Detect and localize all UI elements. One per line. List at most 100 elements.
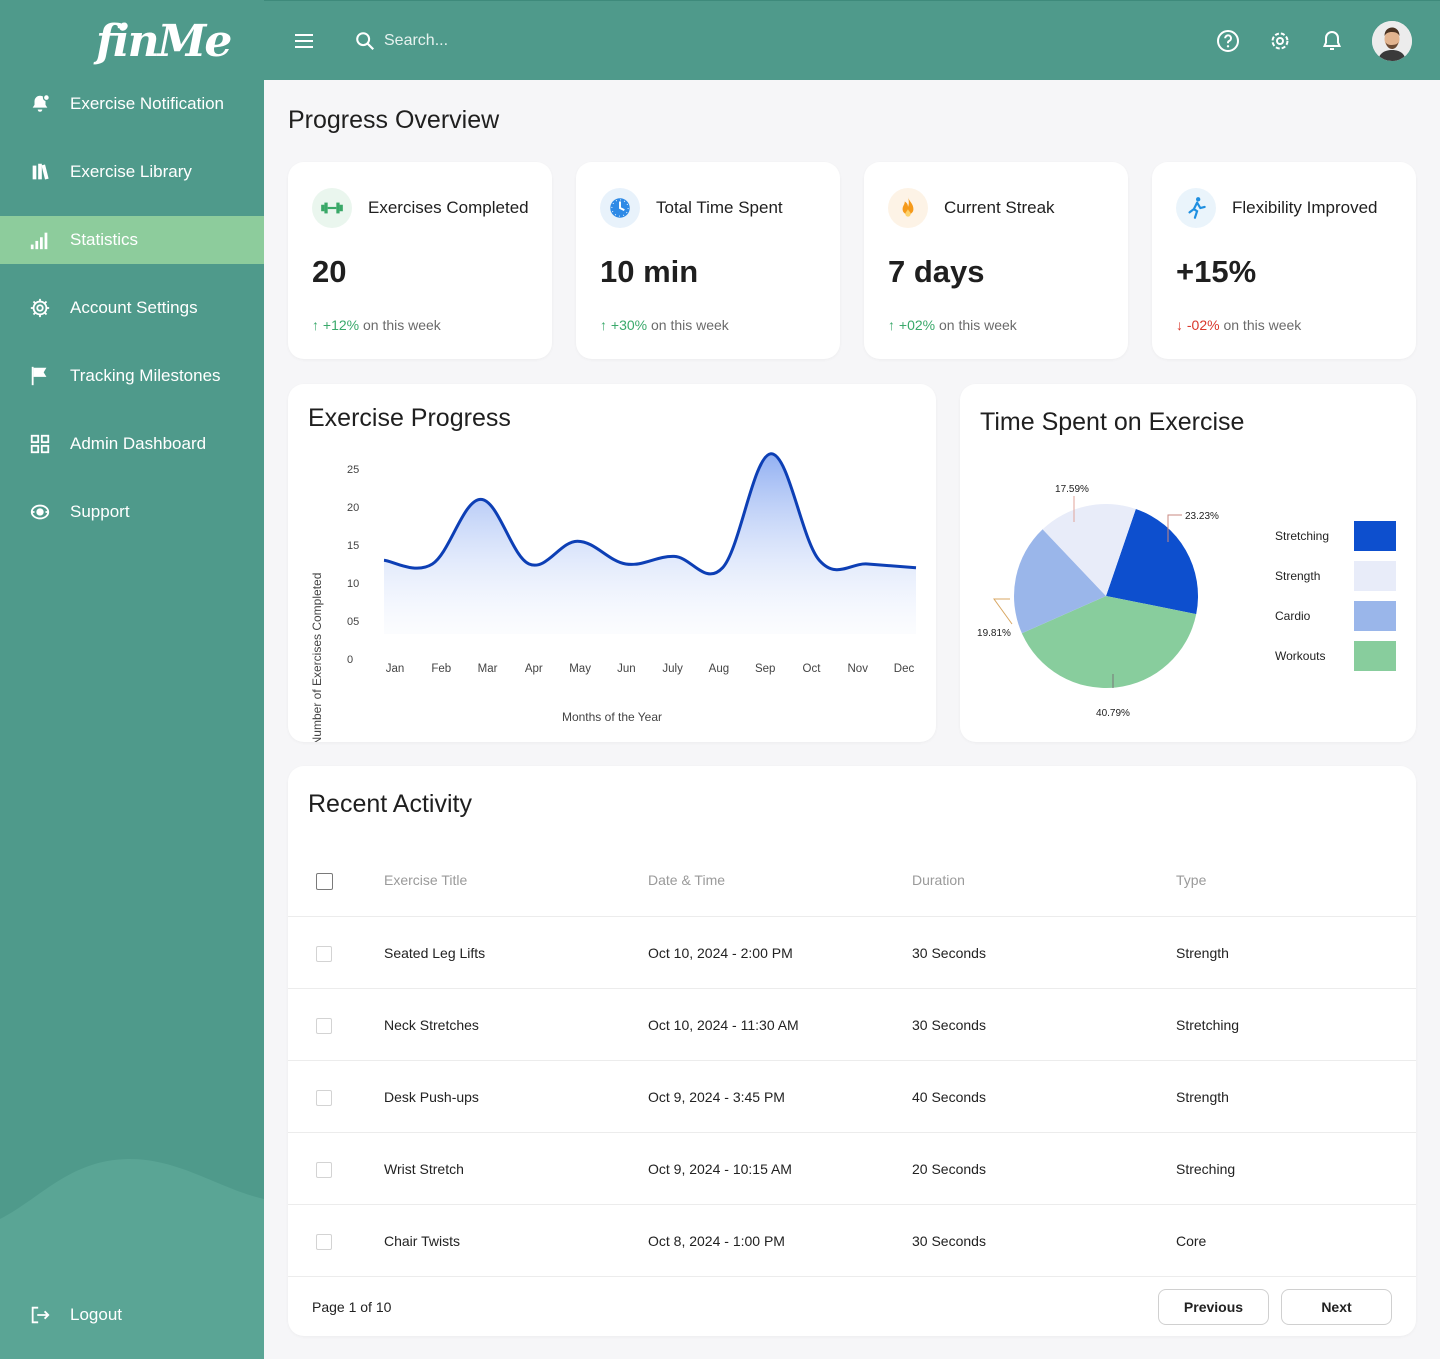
legend-label: Cardio [1275, 609, 1311, 623]
search-input[interactable] [384, 25, 684, 57]
cell-exercise-title: Seated Leg Lifts [384, 945, 486, 961]
logout-button[interactable]: Logout [0, 1291, 264, 1339]
cell-exercise-title: Wrist Stretch [384, 1161, 464, 1177]
pie-slice-cardio[interactable] [1014, 529, 1106, 634]
next-page-button[interactable]: Next [1281, 1289, 1392, 1325]
legend-label: Workouts [1275, 649, 1326, 663]
table-footer-divider [288, 1276, 1416, 1277]
sidebar-item-support[interactable]: Support [0, 488, 264, 536]
sidebar-item-label: Exercise Library [70, 162, 192, 181]
x-tick-label: Aug [709, 663, 729, 675]
table-row[interactable]: Chair Twists Oct 8, 2024 - 1:00 PM 30 Se… [288, 1204, 1416, 1276]
pie-slice-strength[interactable] [1042, 504, 1136, 596]
sidebar-item-admin-dashboard[interactable]: Admin Dashboard [0, 420, 264, 468]
stat-title: Total Time Spent [656, 198, 783, 217]
cell-duration: 30 Seconds [912, 1017, 986, 1033]
stat-value: +15% [1176, 254, 1257, 289]
search-icon [356, 32, 375, 51]
bell-alert-icon [28, 92, 52, 116]
bell-icon[interactable] [1320, 29, 1344, 53]
cell-type: Streching [1176, 1161, 1236, 1177]
table-row[interactable]: Desk Push-ups Oct 9, 2024 - 3:45 PM 40 S… [288, 1060, 1416, 1132]
cell-date-time: Oct 10, 2024 - 2:00 PM [648, 945, 793, 961]
cell-duration: 40 Seconds [912, 1089, 986, 1105]
stat-change: ↑ +30% on this week [600, 317, 729, 333]
pagination-info: Page 1 of 10 [312, 1299, 392, 1315]
x-tick-label: Oct [803, 663, 822, 675]
row-checkbox[interactable] [316, 946, 332, 962]
column-header-type[interactable]: Type [1176, 872, 1207, 888]
sidebar-item-account-settings[interactable]: Account Settings [0, 284, 264, 332]
gear-icon [28, 296, 52, 320]
y-tick-label: 10 [347, 578, 359, 590]
column-header-duration[interactable]: Duration [912, 872, 965, 888]
pie-value-label: 17.59% [1055, 484, 1089, 495]
page-title: Progress Overview [288, 106, 500, 134]
section-title: Recent Activity [308, 790, 472, 818]
cell-duration: 20 Seconds [912, 1161, 986, 1177]
stat-change-percent: -02% [1186, 317, 1220, 333]
menu-icon[interactable] [292, 29, 316, 53]
row-checkbox[interactable] [316, 1162, 332, 1178]
table-row[interactable]: Wrist Stretch Oct 9, 2024 - 10:15 AM 20 … [288, 1132, 1416, 1204]
column-header-date-time[interactable]: Date & Time [648, 872, 726, 888]
x-tick-label: Jun [617, 663, 636, 675]
clock-icon [600, 188, 640, 228]
row-checkbox[interactable] [316, 1018, 332, 1034]
x-tick-label: Apr [525, 663, 543, 675]
cell-date-time: Oct 9, 2024 - 10:15 AM [648, 1161, 792, 1177]
sidebar-item-tracking-milestones[interactable]: Tracking Milestones [0, 352, 264, 400]
sidebar-item-label: Statistics [70, 230, 139, 249]
legend-swatch [1354, 601, 1396, 631]
avatar[interactable] [1372, 21, 1412, 61]
table-row[interactable]: Neck Stretches Oct 10, 2024 - 11:30 AM 3… [288, 988, 1416, 1060]
cell-exercise-title: Chair Twists [384, 1233, 460, 1249]
pie-slice-workouts[interactable] [1021, 596, 1197, 688]
arrow-up-icon: ↑ [888, 317, 895, 333]
cell-type: Core [1176, 1233, 1207, 1249]
y-tick-label: 05 [347, 616, 359, 628]
chart-title: Time Spent on Exercise [980, 408, 1245, 436]
y-tick-label: 20 [347, 502, 359, 514]
stat-change-suffix: on this week [650, 317, 729, 333]
sidebar-item-exercise-notification[interactable]: Exercise Notification [0, 80, 264, 128]
stat-card-exercises-completed: Exercises Completed 20 ↑ +12% on this we… [288, 162, 552, 359]
column-header-exercise-title[interactable]: Exercise Title [384, 872, 468, 888]
flame-icon [888, 188, 928, 228]
recent-activity-card: Recent Activity Exercise Title Date & Ti… [288, 766, 1416, 1336]
stat-change-percent: +30% [610, 317, 648, 333]
previous-page-button[interactable]: Previous [1158, 1289, 1269, 1325]
row-checkbox[interactable] [316, 1090, 332, 1106]
sidebar-item-label: Support [70, 502, 130, 521]
sidebar-item-label: Admin Dashboard [70, 434, 207, 453]
x-tick-label: July [662, 663, 683, 675]
chart-title: Exercise Progress [308, 404, 511, 432]
arrow-up-icon: ↑ [312, 317, 319, 333]
legend-label: Strength [1275, 569, 1321, 583]
help-icon[interactable] [1216, 29, 1240, 53]
stat-change-suffix: on this week [938, 317, 1017, 333]
pie-slice-stretching[interactable] [1106, 508, 1198, 615]
row-checkbox[interactable] [316, 1234, 332, 1250]
cell-exercise-title: Neck Stretches [384, 1017, 479, 1033]
time-spent-card: Time Spent on Exercise 23.23% 17.59% 19.81… [960, 384, 1416, 742]
cell-date-time: Oct 8, 2024 - 1:00 PM [648, 1233, 785, 1249]
cell-duration: 30 Seconds [912, 1233, 986, 1249]
x-tick-label: May [569, 663, 591, 675]
select-all-checkbox[interactable] [316, 873, 333, 890]
x-tick-label: Nov [848, 663, 869, 675]
x-tick-label: Dec [894, 663, 915, 675]
sidebar-item-exercise-library[interactable]: Exercise Library [0, 148, 264, 196]
grid-icon [28, 432, 52, 456]
x-tick-label: Mar [478, 663, 498, 675]
legend-swatch [1354, 641, 1396, 671]
gear-icon[interactable] [1268, 29, 1292, 53]
sidebar-item-statistics[interactable]: Statistics [0, 216, 264, 264]
pie-label-leader [1167, 514, 1182, 542]
y-tick-label: 0 [347, 654, 353, 666]
top-header [264, 0, 1440, 80]
stat-change: ↓ -02% on this week [1176, 317, 1301, 333]
table-row[interactable]: Seated Leg Lifts Oct 10, 2024 - 2:00 PM … [288, 916, 1416, 988]
avatar-image [1372, 21, 1412, 61]
app-logo[interactable]: finMe [96, 16, 232, 67]
